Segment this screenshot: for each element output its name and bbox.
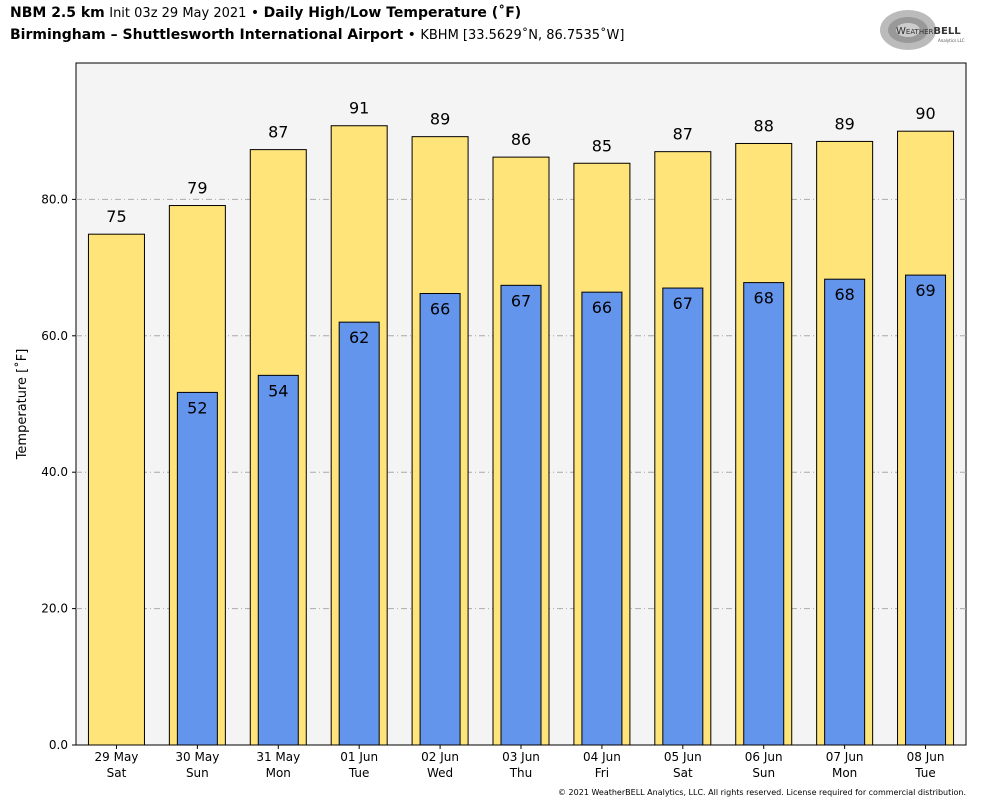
x-tick-date: 06 Jun <box>745 750 783 764</box>
low-temp-label: 52 <box>187 398 207 417</box>
x-tick-date: 02 Jun <box>421 750 459 764</box>
high-temp-label: 85 <box>592 136 612 155</box>
low-temp-bar <box>824 278 866 746</box>
x-tick-weekday: Tue <box>348 766 370 780</box>
low-temp-bar <box>581 291 623 746</box>
high-temp-label: 90 <box>915 104 935 123</box>
y-tick-label: 80.0 <box>41 192 68 206</box>
low-temp-bar <box>905 274 947 746</box>
x-tick-weekday: Sat <box>673 766 693 780</box>
low-temp-bar <box>743 282 785 746</box>
svg-text:Analytics LLC: Analytics LLC <box>938 38 965 43</box>
x-tick-weekday: Mon <box>266 766 291 780</box>
x-tick-date: 05 Jun <box>664 750 702 764</box>
y-tick-label: 40.0 <box>41 465 68 479</box>
high-temp-label: 75 <box>106 207 126 226</box>
high-temp-label: 89 <box>834 114 854 133</box>
x-tick-weekday: Thu <box>509 766 533 780</box>
svg-text:WEATHERBELL: WEATHERBELL <box>896 26 961 37</box>
station-info: KBHM [33.5629˚N, 86.7535˚W] <box>420 28 625 43</box>
x-tick-date: 08 Jun <box>907 750 945 764</box>
x-tick-weekday: Tue <box>914 766 936 780</box>
x-tick-weekday: Wed <box>427 766 453 780</box>
product-title: Daily High/Low Temperature (˚F) <box>263 5 522 21</box>
weatherbell-logo: WEATHERBELL Analytics LLC <box>880 10 965 50</box>
high-temp-label: 86 <box>511 130 531 149</box>
copyright-footer: © 2021 WeatherBELL Analytics, LLC. All r… <box>558 788 966 797</box>
low-temp-label: 68 <box>834 285 854 304</box>
x-tick-date: 04 Jun <box>583 750 621 764</box>
x-tick-date: 30 May <box>175 750 219 764</box>
high-temp-bar <box>87 233 145 746</box>
y-tick-label: 20.0 <box>41 602 68 616</box>
low-temp-label: 66 <box>430 300 450 319</box>
low-temp-label: 62 <box>349 328 369 347</box>
low-temp-label: 67 <box>673 294 693 313</box>
high-temp-label: 89 <box>430 110 450 129</box>
x-tick-weekday: Fri <box>595 766 609 780</box>
low-temp-bar <box>338 321 380 746</box>
high-temp-label: 87 <box>268 123 288 142</box>
low-temp-bar <box>419 293 461 746</box>
y-tick-label: 0.0 <box>49 738 68 752</box>
y-tick-label: 60.0 <box>41 329 68 343</box>
chart-title-line-1: NBM 2.5 km Init 03z 29 May 2021 • Daily … <box>10 5 521 21</box>
high-temp-label: 79 <box>187 179 207 198</box>
x-tick-date: 03 Jun <box>502 750 540 764</box>
low-temp-label: 68 <box>754 289 774 308</box>
x-tick-weekday: Mon <box>832 766 857 780</box>
separator: • <box>407 27 416 43</box>
high-temp-label: 88 <box>754 116 774 135</box>
x-tick-date: 31 May <box>256 750 300 764</box>
init-time: Init 03z 29 May 2021 <box>109 6 247 21</box>
x-tick-weekday: Sat <box>107 766 127 780</box>
location-name: Birmingham – Shuttlesworth International… <box>10 27 404 43</box>
model-name: NBM 2.5 km <box>10 5 105 21</box>
low-temp-label: 69 <box>915 281 935 300</box>
x-tick-date: 01 Jun <box>340 750 378 764</box>
x-tick-weekday: Sun <box>752 766 775 780</box>
y-axis-label: Temperature [˚F] <box>14 349 30 461</box>
low-temp-bar <box>257 374 299 746</box>
x-tick-date: 29 May <box>95 750 139 764</box>
x-tick-date: 07 Jun <box>826 750 864 764</box>
low-temp-bar <box>500 284 542 746</box>
low-temp-label: 67 <box>511 291 531 310</box>
high-temp-label: 87 <box>673 125 693 144</box>
low-temp-label: 54 <box>268 381 288 400</box>
chart-title-line-2: Birmingham – Shuttlesworth International… <box>10 27 624 43</box>
low-temp-bar <box>176 391 218 746</box>
separator: • <box>250 5 260 21</box>
low-temp-bar <box>662 287 704 746</box>
high-temp-label: 91 <box>349 99 369 118</box>
low-temp-label: 66 <box>592 298 612 317</box>
x-tick-weekday: Sun <box>186 766 209 780</box>
